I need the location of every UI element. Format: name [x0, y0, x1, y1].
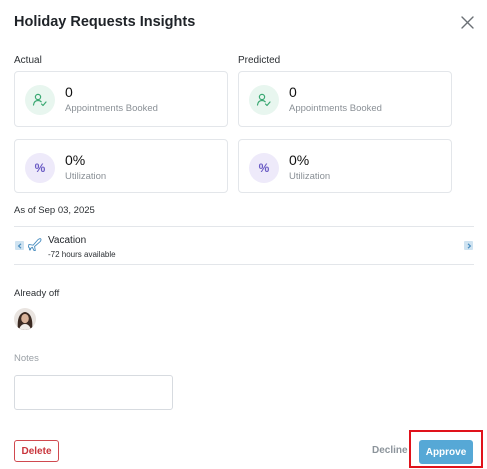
next-arrow-icon[interactable]	[464, 241, 473, 250]
user-check-icon	[249, 85, 279, 115]
percent-icon: %	[249, 153, 279, 183]
already-off-label: Already off	[14, 288, 60, 299]
actual-appointments-label: Appointments Booked	[65, 103, 158, 114]
actual-appointments-card: 0 Appointments Booked	[14, 71, 228, 127]
actual-utilization-value: 0%	[65, 152, 86, 168]
predicted-appointments-card: 0 Appointments Booked	[238, 71, 452, 127]
approve-highlight-box	[409, 430, 483, 468]
decline-button[interactable]: Decline	[372, 445, 408, 456]
notes-field[interactable]	[14, 375, 173, 410]
predicted-utilization-value: 0%	[289, 152, 310, 168]
delete-button[interactable]: Delete	[14, 440, 59, 462]
predicted-appointments-value: 0	[289, 84, 297, 100]
avatar[interactable]	[14, 308, 36, 330]
predicted-appointments-label: Appointments Booked	[289, 103, 382, 114]
predicted-utilization-card: % 0% Utilization	[238, 139, 452, 193]
user-check-icon	[25, 85, 55, 115]
leave-balance-carousel: Vacation -72 hours available	[14, 226, 474, 265]
percent-icon: %	[25, 153, 55, 183]
close-icon[interactable]	[460, 15, 475, 30]
predicted-utilization-label: Utilization	[289, 171, 331, 182]
predicted-label: Predicted	[238, 55, 281, 66]
prev-arrow-icon[interactable]	[15, 241, 24, 250]
airplane-icon	[27, 236, 43, 256]
leave-type: Vacation	[48, 235, 87, 246]
leave-available: -72 hours available	[48, 250, 116, 259]
actual-utilization-card: % 0% Utilization	[14, 139, 228, 193]
dialog-title: Holiday Requests Insights	[14, 14, 196, 30]
notes-label: Notes	[14, 353, 39, 364]
actual-appointments-value: 0	[65, 84, 73, 100]
approve-button[interactable]: Approve	[419, 440, 473, 464]
actual-label: Actual	[14, 55, 42, 66]
actual-utilization-label: Utilization	[65, 171, 107, 182]
as-of-date: As of Sep 03, 2025	[14, 205, 95, 216]
